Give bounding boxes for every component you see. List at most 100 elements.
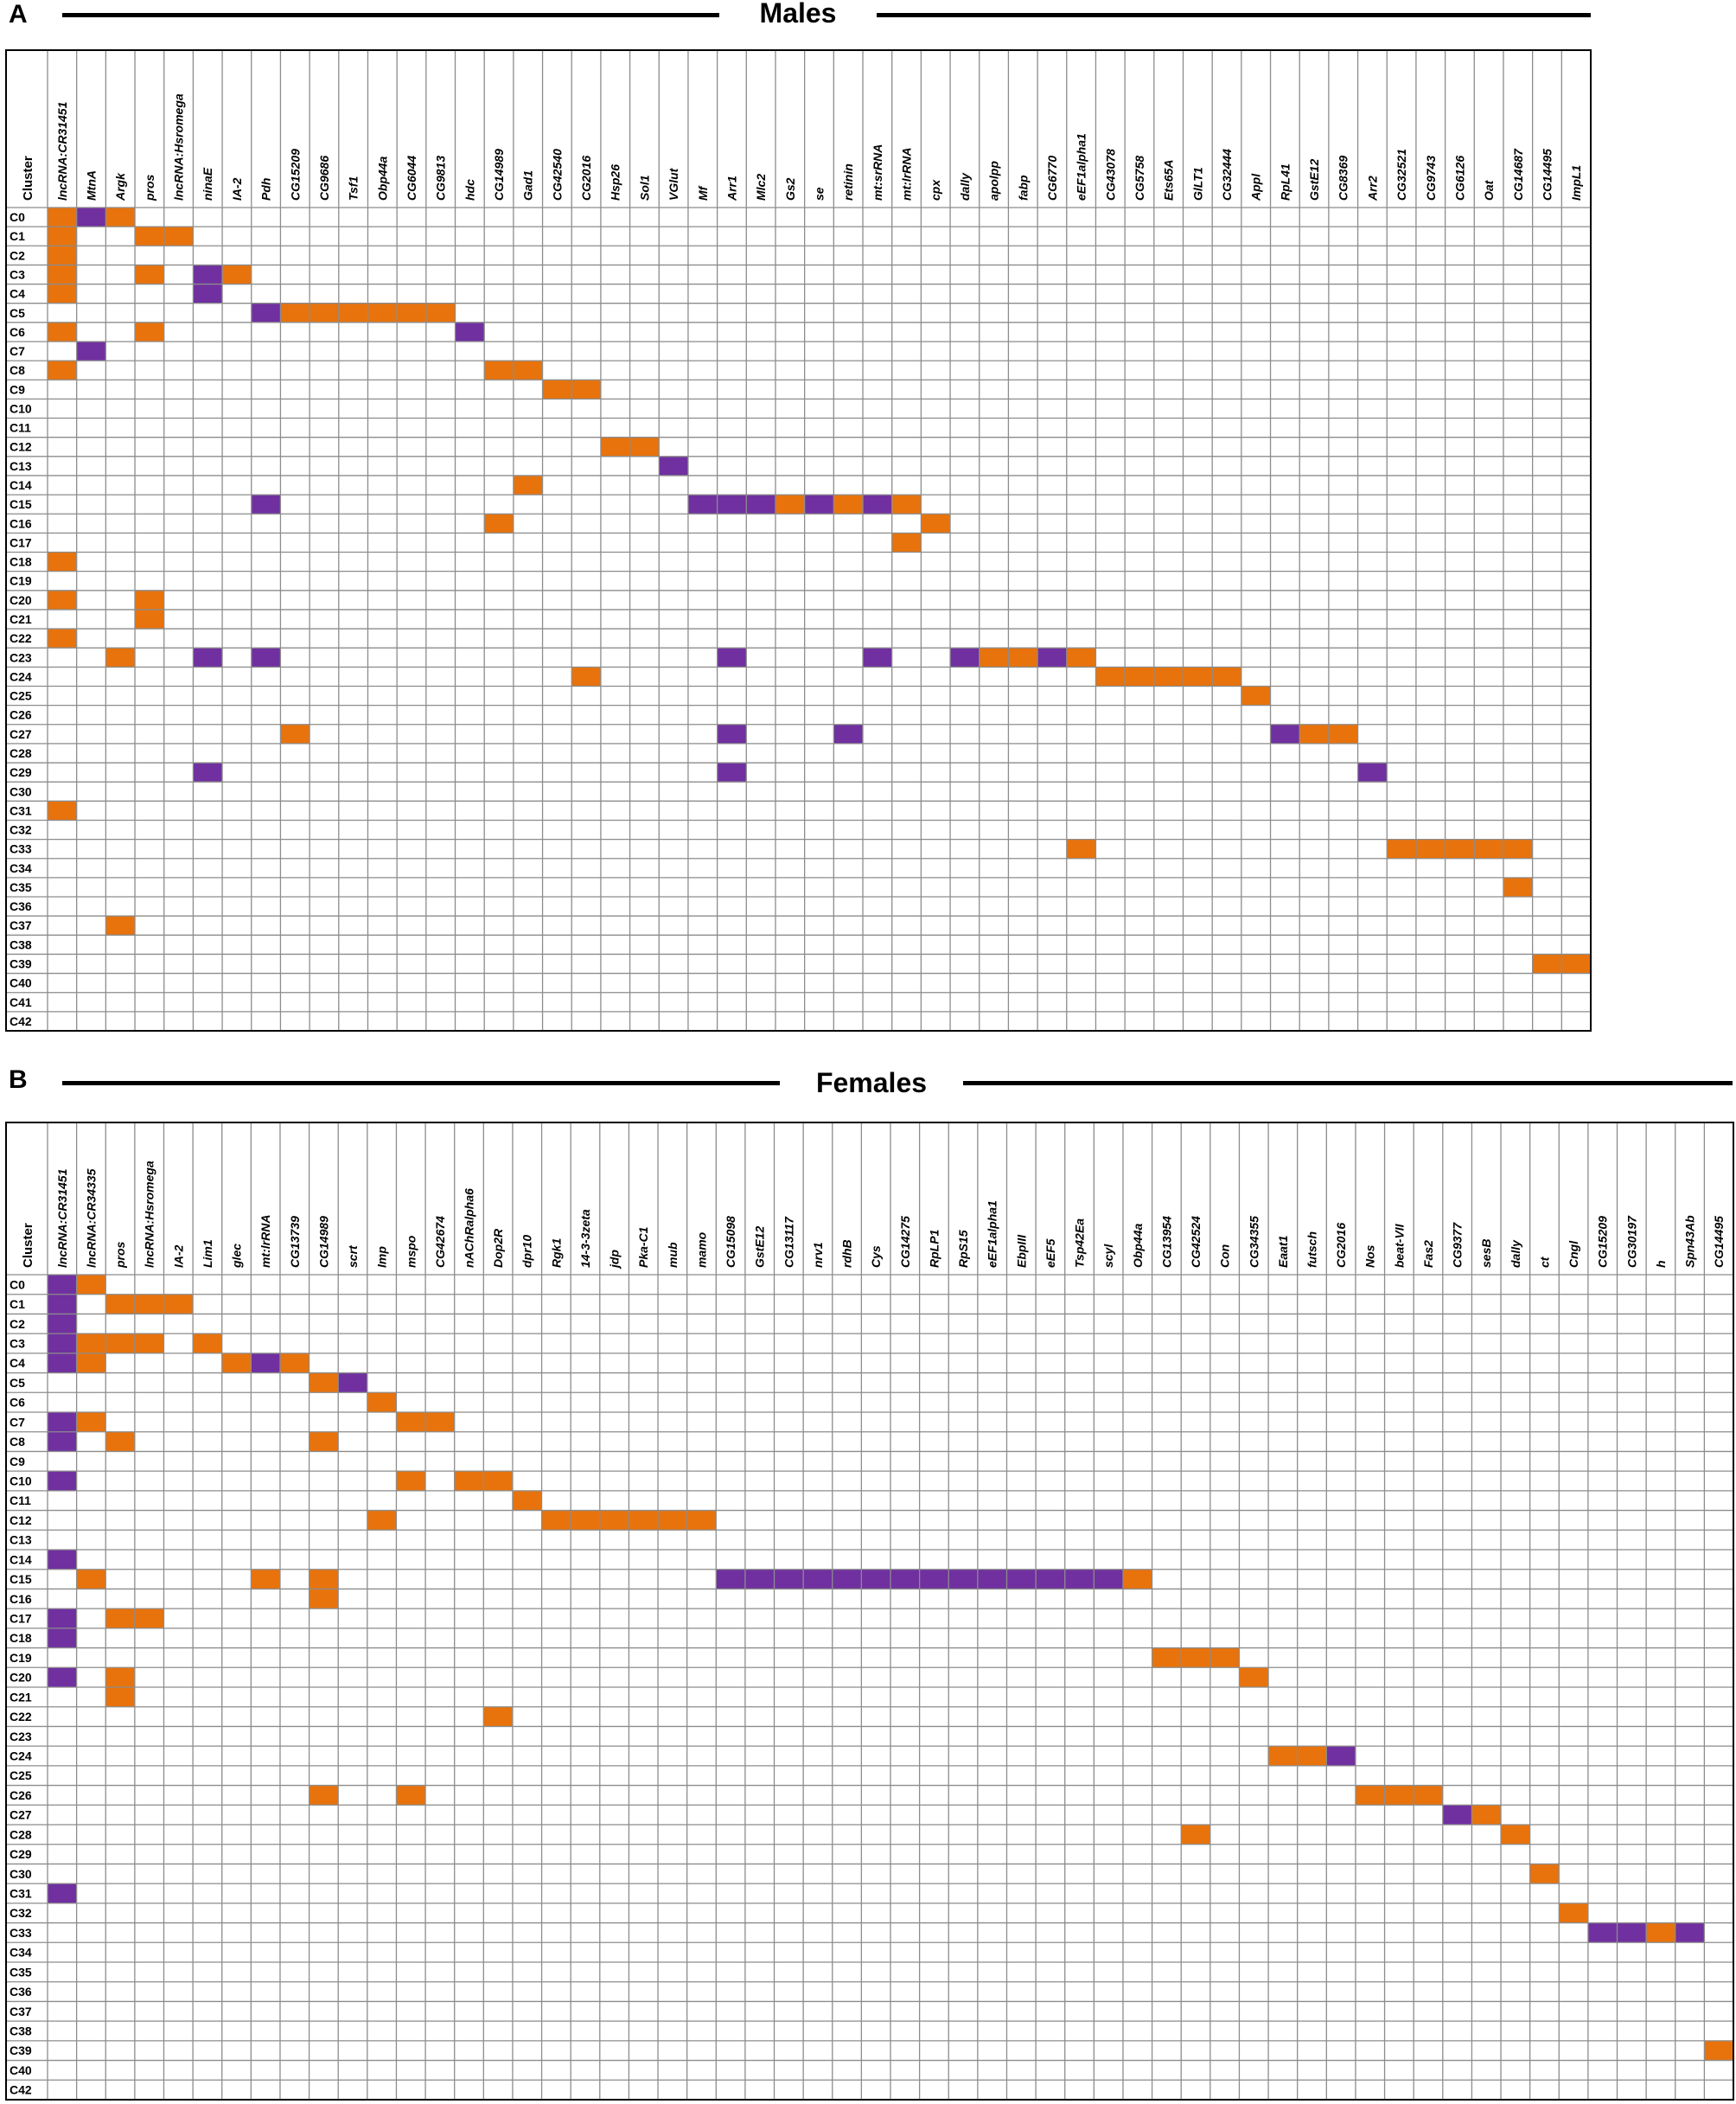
table-border bbox=[5, 49, 1592, 1032]
cluster-label: C13 bbox=[10, 459, 32, 473]
gene-label: beat-VII bbox=[1392, 1223, 1406, 1268]
cell-C3-pros bbox=[105, 1333, 135, 1353]
cluster-label: C38 bbox=[10, 937, 32, 951]
cluster-label: C20 bbox=[10, 1671, 32, 1685]
cell-C23-CG6770 bbox=[1037, 648, 1067, 668]
cell-C10-Dop2R bbox=[483, 1471, 513, 1491]
gene-label: futsch bbox=[1305, 1231, 1319, 1268]
cluster-label: C18 bbox=[10, 555, 32, 569]
cluster-label: C19 bbox=[10, 574, 32, 588]
gene-label: CG14687 bbox=[1511, 148, 1525, 201]
cell-C15-CG14275 bbox=[890, 1569, 920, 1589]
cluster-label: C32 bbox=[10, 1906, 32, 1920]
cell-C23-Arr1 bbox=[717, 648, 747, 668]
cluster-label: C36 bbox=[10, 1985, 32, 1998]
cell-C5-scrt bbox=[338, 1372, 367, 1393]
panel-a-rule-left bbox=[62, 13, 719, 17]
cell-C29-ninaE bbox=[193, 763, 223, 783]
cell-C5-Pdh bbox=[251, 303, 281, 323]
cell-C12-mamo bbox=[686, 1510, 717, 1531]
gene-label: mamo bbox=[694, 1231, 708, 1268]
cell-C6-lncRNA:CR31451 bbox=[48, 322, 77, 342]
gene-label: apolpp bbox=[987, 161, 1001, 201]
cluster-label: C27 bbox=[10, 1808, 32, 1822]
cell-C15-eEF5 bbox=[1036, 1569, 1065, 1589]
cell-C33-CG6126 bbox=[1445, 839, 1475, 859]
gene-label: lncRNA:CR31451 bbox=[55, 101, 69, 201]
cell-C35-CG14687 bbox=[1503, 877, 1533, 898]
cell-C8-CG14989 bbox=[484, 361, 514, 381]
cell-C17-lncRNA:CR31451 bbox=[48, 1608, 77, 1628]
cluster-label: C34 bbox=[10, 861, 32, 875]
cell-C7-mspo bbox=[396, 1412, 426, 1432]
cluster-label: C19 bbox=[10, 1651, 32, 1665]
gene-label: Cngl bbox=[1567, 1240, 1580, 1268]
gene-label: GstE12 bbox=[753, 1226, 767, 1268]
cell-C0-lncRNA:CR31451 bbox=[48, 1275, 77, 1295]
cell-C15-Arr1 bbox=[717, 495, 747, 515]
gene-label: lncRNA:CR31451 bbox=[55, 1168, 69, 1268]
cell-C3-lncRNA:CR31451 bbox=[48, 265, 77, 285]
gene-label: eEF1alpha1 bbox=[1075, 133, 1088, 201]
cell-C26-beat-VII bbox=[1384, 1785, 1414, 1806]
cell-C15-Gs2 bbox=[775, 495, 805, 515]
cell-C15-GstE12 bbox=[744, 1569, 775, 1589]
cell-C5-CG14989 bbox=[309, 1372, 339, 1393]
gene-label: MtnA bbox=[85, 170, 99, 201]
gene-label: CG9377 bbox=[1451, 1222, 1465, 1268]
cell-C8-pros bbox=[105, 1431, 135, 1452]
cluster-label: C30 bbox=[10, 1867, 32, 1881]
cell-C1-lncRNA:CR31451 bbox=[48, 1294, 77, 1314]
cell-C18-lncRNA:CR31451 bbox=[48, 552, 77, 572]
cell-C15-mt:lrRNA bbox=[251, 1569, 280, 1589]
cell-C7-lncRNA:CR31451 bbox=[48, 1412, 77, 1432]
gene-label: pros bbox=[113, 1241, 127, 1269]
cell-C1-pros bbox=[135, 227, 164, 246]
gene-label: RpL41 bbox=[1278, 163, 1292, 201]
cell-C6-pros bbox=[135, 322, 164, 342]
cell-C1-lncRNA:CR31451 bbox=[48, 227, 77, 246]
cell-C12-Imp bbox=[367, 1510, 397, 1531]
cluster-label: C35 bbox=[10, 880, 32, 894]
cluster-label: C7 bbox=[10, 1415, 25, 1429]
cluster-label: C11 bbox=[10, 1493, 31, 1507]
cluster-label: C42 bbox=[10, 1014, 32, 1028]
cell-C15-Pdh bbox=[251, 495, 281, 515]
gene-label: se bbox=[813, 187, 827, 201]
gene-label: CG13954 bbox=[1159, 1216, 1173, 1268]
gene-label: Mf bbox=[696, 185, 710, 201]
cluster-label: C12 bbox=[10, 1513, 32, 1527]
cluster-label: C33 bbox=[10, 842, 32, 856]
cluster-label: C21 bbox=[10, 612, 32, 626]
cell-C29-Arr2 bbox=[1357, 763, 1388, 783]
gene-label: Nos bbox=[1363, 1244, 1377, 1268]
cell-C2-lncRNA:CR31451 bbox=[48, 1314, 77, 1334]
cell-C28-dally bbox=[1501, 1825, 1530, 1845]
cell-C24-CG43078 bbox=[1095, 667, 1126, 687]
cell-C4-ninaE bbox=[193, 284, 223, 304]
cell-C5-CG15209 bbox=[280, 303, 310, 323]
cell-C16-CG14989 bbox=[484, 514, 514, 534]
gene-label: GlLT1 bbox=[1190, 167, 1204, 201]
cell-C30-ct bbox=[1529, 1864, 1560, 1884]
gene-label: CG15209 bbox=[288, 149, 302, 201]
cell-C3-pros bbox=[135, 265, 164, 285]
cell-C33-eEF1alpha1 bbox=[1066, 839, 1096, 859]
gene-label: Lim1 bbox=[201, 1239, 214, 1268]
cell-C27-retinin bbox=[833, 724, 864, 744]
cluster-label: C23 bbox=[10, 1730, 32, 1743]
cell-C33-CG14687 bbox=[1503, 839, 1533, 859]
cell-C7-lncRNA:CR34335 bbox=[76, 1412, 106, 1432]
cell-C31-lncRNA:CR31451 bbox=[48, 1883, 77, 1903]
gene-label: Gs2 bbox=[783, 177, 797, 201]
cluster-label: C38 bbox=[10, 2024, 32, 2038]
cell-C26-mspo bbox=[396, 1785, 426, 1806]
cell-C15-CG15098 bbox=[716, 1569, 745, 1589]
cluster-label: C2 bbox=[10, 1317, 25, 1331]
cell-C4-CG13739 bbox=[279, 1353, 310, 1373]
cell-C5-Obp44a bbox=[367, 303, 398, 323]
cluster-label: C22 bbox=[10, 631, 32, 645]
cell-C39-CG14495 bbox=[1532, 954, 1562, 974]
gene-label: Mlc2 bbox=[754, 174, 768, 201]
cell-C24-Ets65A bbox=[1153, 667, 1184, 687]
